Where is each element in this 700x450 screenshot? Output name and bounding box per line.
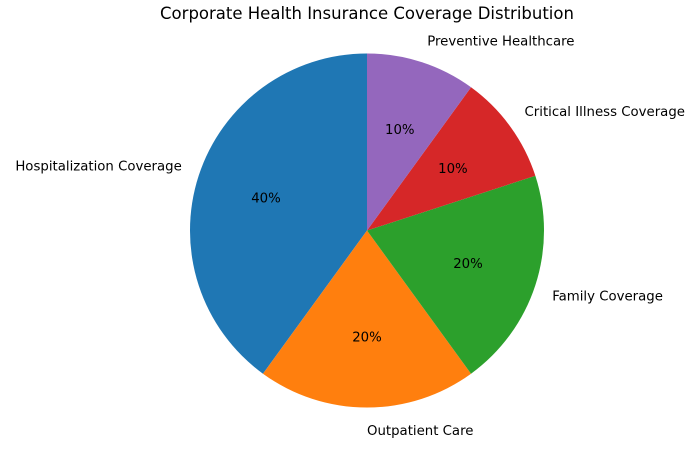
pie-slice-critical-illness-coverage (367, 87, 536, 231)
slice-percent-label: 10% (385, 123, 415, 138)
pie-slice-family-coverage (367, 175, 545, 374)
slice-percent-label: 20% (453, 257, 483, 272)
slice-percent-label: 40% (251, 191, 281, 206)
pie-slice-hospitalization-coverage (189, 53, 367, 374)
pie-slice-outpatient-care (262, 230, 472, 408)
slice-label: Preventive Healthcare (427, 34, 574, 49)
chart-title: Corporate Health Insurance Coverage Dist… (160, 4, 574, 23)
slice-label: Critical Illness Coverage (525, 105, 685, 120)
slice-label: Family Coverage (552, 290, 663, 305)
slice-percent-label: 20% (352, 330, 382, 345)
pie-slice-preventive-healthcare (367, 53, 472, 231)
slice-percent-label: 10% (438, 162, 468, 177)
slice-label: Outpatient Care (367, 424, 473, 439)
slice-label: Hospitalization Coverage (15, 159, 181, 174)
